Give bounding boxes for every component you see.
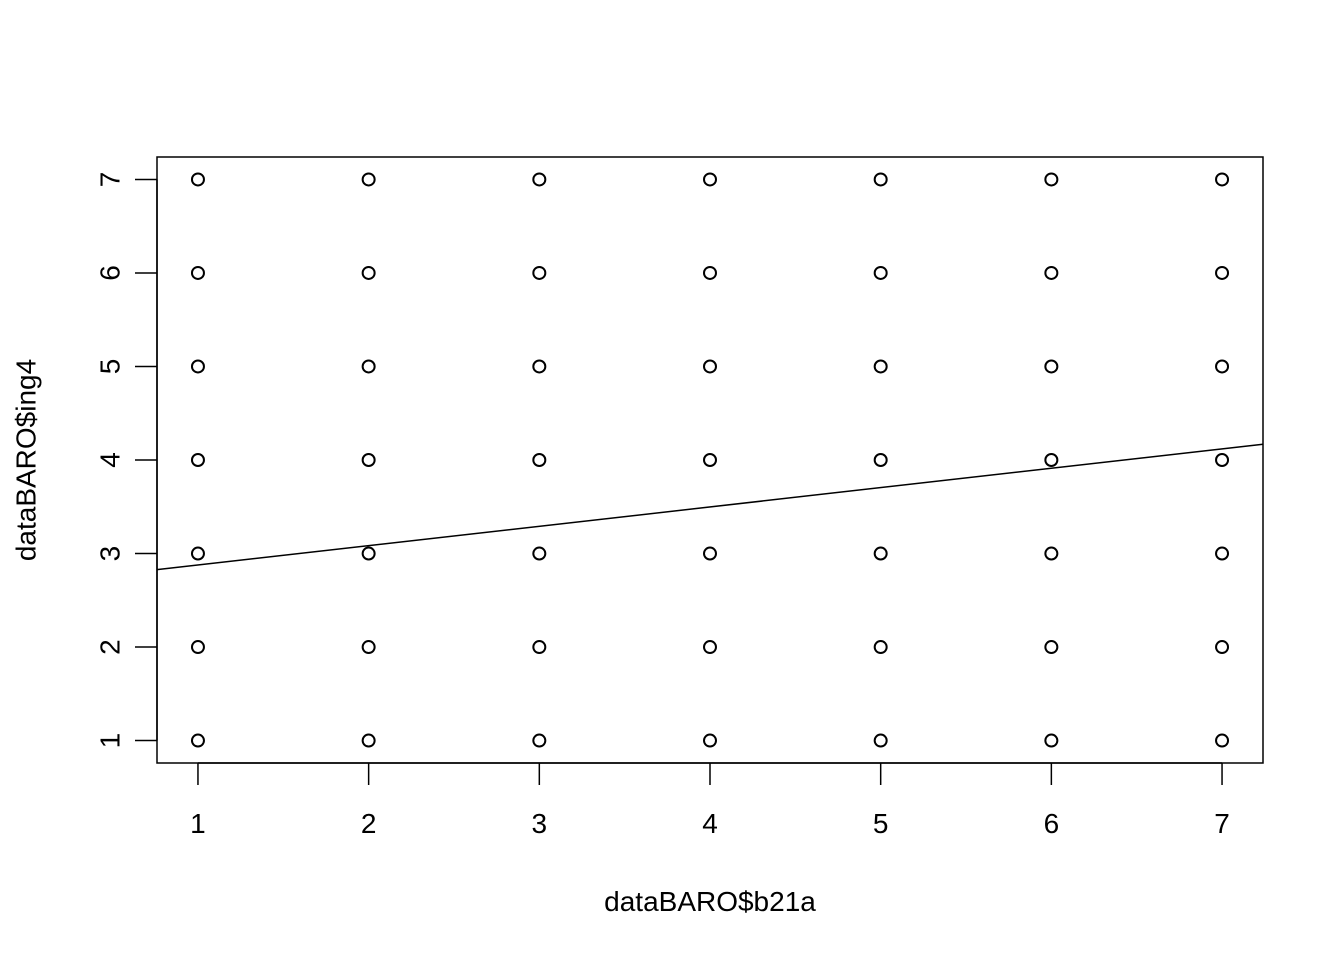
y-axis-title: dataBARO$ing4 [11,359,42,561]
y-tick-label: 2 [95,639,126,655]
data-point [703,359,717,374]
data-point [1044,733,1059,748]
points-layer [190,172,1230,748]
data-point [361,453,376,467]
data-point [1215,733,1230,748]
data-point [190,265,205,280]
data-point [190,640,205,655]
data-point [1044,640,1059,655]
regression-line [156,443,1264,571]
data-point [532,359,547,374]
data-point [873,546,888,561]
data-point [1215,265,1230,280]
x-tick-label: 2 [361,808,377,839]
x-tick-label: 3 [532,808,548,839]
y-tick-label: 6 [95,265,126,281]
x-axis-title: dataBARO$b21a [604,886,816,917]
y-tick-label: 1 [95,733,126,749]
data-point [1044,359,1059,374]
data-point [190,546,205,561]
data-point [190,453,205,467]
data-point [1044,546,1059,561]
data-point [1215,359,1230,374]
data-point [1215,453,1230,467]
data-point [361,359,376,374]
y-tick-label: 5 [95,359,126,375]
data-point [873,359,888,374]
data-point [873,640,888,655]
data-point [361,733,376,748]
data-point [873,453,888,467]
data-point [873,172,888,187]
y-tick-label: 7 [95,172,126,188]
data-point [703,265,717,280]
regression-line-layer [156,443,1264,571]
data-point [532,453,547,467]
data-point [703,640,717,655]
data-point [1044,265,1059,280]
data-point [532,265,547,280]
x-tick-label: 1 [190,808,206,839]
data-point [532,172,547,187]
data-point [1044,453,1059,467]
data-point [190,733,205,748]
data-point [361,172,376,187]
data-point [361,546,376,561]
y-tick-label: 4 [95,452,126,468]
data-point [703,733,717,748]
data-point [361,640,376,655]
y-tick-label: 3 [95,546,126,562]
x-tick-label: 4 [702,808,718,839]
data-point [873,265,888,280]
data-point [873,733,888,748]
x-tick-label: 5 [873,808,889,839]
x-tick-label: 6 [1044,808,1060,839]
data-point [190,172,205,187]
data-point [532,733,547,748]
x-axis: 1 2 3 4 5 6 7 [190,762,1230,839]
data-point [1215,172,1230,187]
data-point [532,546,547,561]
data-point [1044,172,1059,187]
data-point [1215,546,1230,561]
data-point [361,265,376,280]
data-point [703,453,717,467]
y-axis: 1 2 3 4 5 6 7 [95,172,158,749]
data-point [1215,640,1230,655]
data-point [703,546,717,561]
data-point [532,640,547,655]
x-tick-label: 7 [1214,808,1230,839]
data-point [703,172,717,187]
data-point [190,359,205,374]
